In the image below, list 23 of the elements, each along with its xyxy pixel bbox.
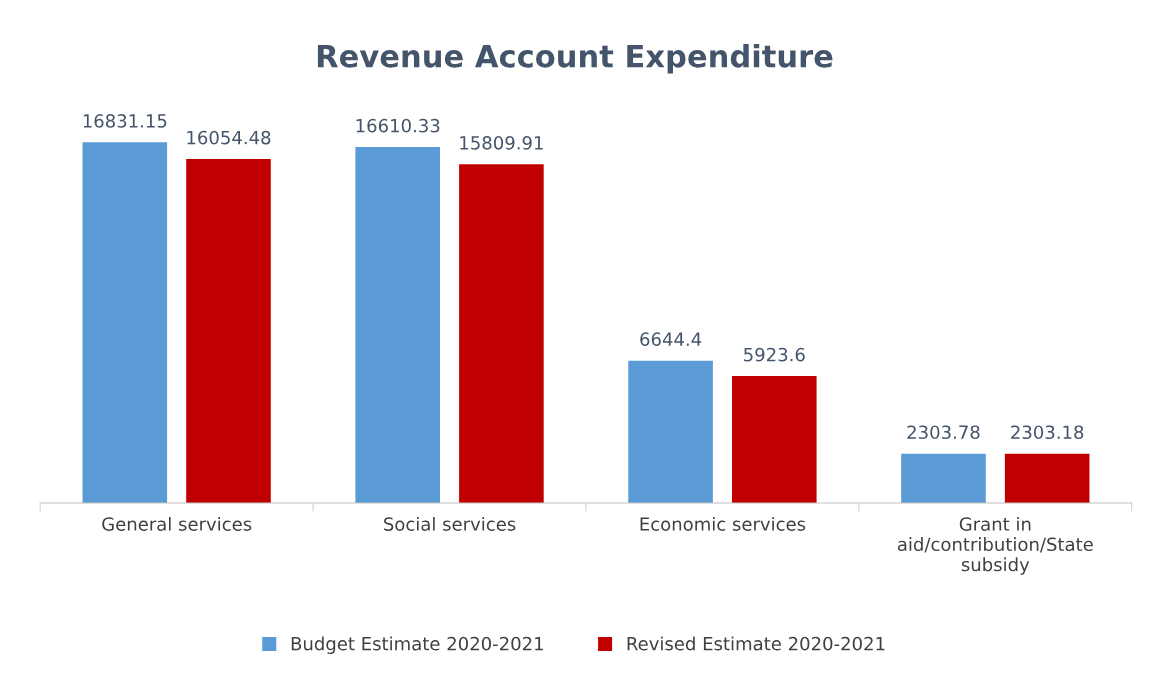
x-tick-label: Economic services — [640, 516, 806, 531]
bar — [731, 376, 817, 504]
chart-title: Revenue Account Expenditure — [317, 44, 833, 74]
bar — [82, 142, 168, 504]
data-label: 5923.6 — [744, 347, 805, 362]
x-tick-label: Social services — [384, 516, 516, 531]
bar — [628, 360, 713, 504]
bar — [901, 453, 986, 504]
data-label: 2303.18 — [1011, 425, 1084, 440]
bar — [1004, 453, 1090, 504]
x-tick-label: Grant in aid/contribution/State subsidy — [897, 516, 1093, 575]
legend-label: Revised Estimate 2020-2021 — [627, 636, 885, 651]
data-label: 16610.33 — [356, 118, 440, 133]
bar — [186, 159, 271, 504]
x-tick-label: General services — [102, 516, 252, 531]
data-label: 16054.48 — [187, 130, 271, 145]
data-label: 15809.91 — [460, 135, 543, 150]
bar — [355, 147, 440, 504]
data-label: 6644.4 — [640, 332, 702, 347]
bar — [459, 164, 544, 504]
data-label: 16831.15 — [83, 114, 167, 128]
data-label: 2303.78 — [907, 425, 980, 440]
legend-label: Budget Estimate 2020-2021 — [291, 636, 543, 654]
